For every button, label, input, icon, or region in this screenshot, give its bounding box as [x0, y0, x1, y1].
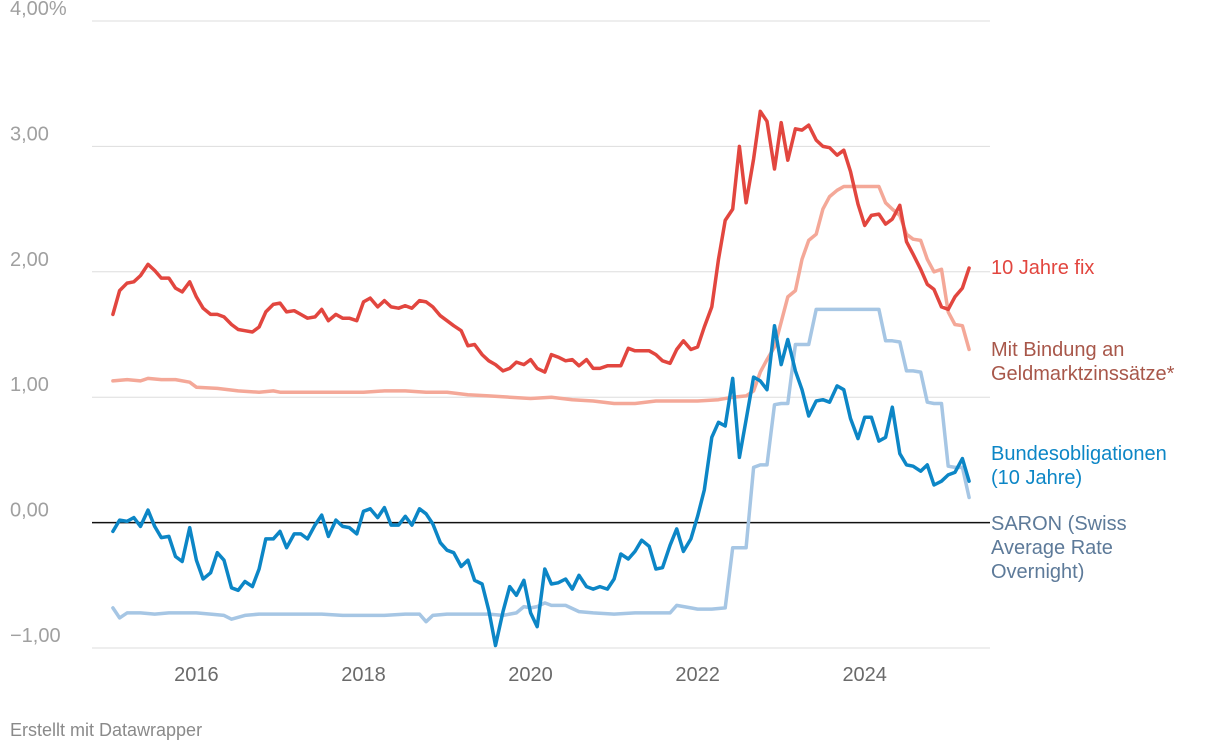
series-line-1 [111, 184, 971, 406]
y-tick-label: 1,00 [10, 374, 49, 396]
x-tick-label: 2024 [842, 664, 887, 686]
series-line-0 [111, 109, 971, 374]
y-tick-label: 4,00% [10, 0, 67, 20]
x-tick-label: 2018 [341, 664, 386, 686]
y-tick-label: 2,00 [10, 249, 49, 271]
y-tick-label: 3,00 [10, 123, 49, 145]
x-tick-label: 2020 [508, 664, 553, 686]
series-line-2 [111, 323, 971, 648]
series-label-line: Average Rate [991, 537, 1113, 559]
x-tick-label: 2022 [675, 664, 720, 686]
series-label-line: Mit Bindung an [991, 339, 1124, 361]
series-label-line: 10 Jahre fix [991, 257, 1094, 279]
series-label-line: Geldmarktzinssätze* [991, 363, 1175, 385]
series-label-2: Bundesobligationen (10 Jahre) [991, 443, 1167, 489]
series-label-1: Mit Bindung an Geldmarktzinssätze* [991, 339, 1175, 385]
y-axis-ticks: 4,00% 3,00 2,00 1,00 0,00 −1,00 [10, 0, 67, 647]
x-axis-ticks: 2016 2018 2020 2022 2024 [174, 664, 887, 686]
series-label-0: 10 Jahre fix [991, 257, 1094, 279]
grid-lines [92, 20, 990, 649]
y-tick-label: −1,00 [10, 625, 61, 647]
series-label-3: SARON (Swiss Average Rate Overnight) [991, 513, 1127, 583]
series-label-line: Bundesobligationen [991, 443, 1167, 465]
series-labels: 10 Jahre fix Mit Bindung an Geldmarktzinss… [991, 257, 1175, 583]
series-label-line: Overnight) [991, 561, 1084, 583]
series-lines [92, 109, 990, 648]
y-tick-label: 0,00 [10, 500, 49, 522]
series-label-line: SARON (Swiss [991, 513, 1127, 535]
series-line-3 [111, 307, 971, 624]
credit-text: Erstellt mit Datawrapper [10, 720, 203, 740]
x-tick-label: 2016 [174, 664, 219, 686]
series-label-line: (10 Jahre) [991, 467, 1082, 489]
